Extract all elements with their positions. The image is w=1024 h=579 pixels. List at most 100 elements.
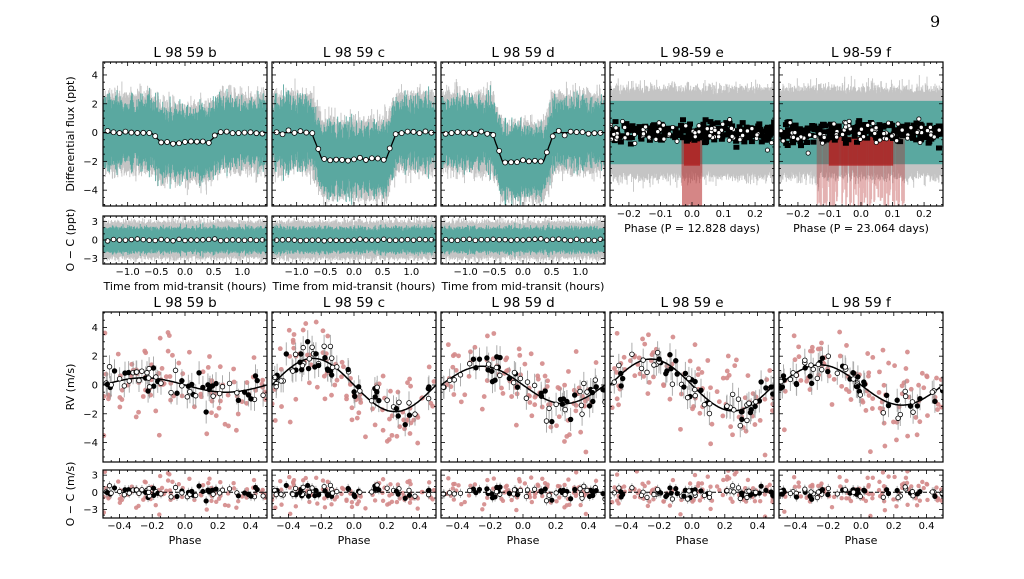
rv-point-red [329,392,334,398]
rv-point-red [839,383,845,389]
rv-point-red [762,396,768,402]
residual-point-binned [446,490,453,496]
residual-point-binned [568,496,574,502]
rv-point-red [291,332,297,337]
rv-point-red [291,345,297,351]
rv-point-binned [572,392,578,398]
rv-point-red [935,401,941,407]
binned-point [170,140,176,147]
binned-point [928,132,934,138]
rv-point-red [165,348,171,354]
rv-point-red [578,429,584,435]
rv-point-red [696,366,701,372]
x-tick-label: −1.0 [116,267,140,278]
residual-point-binned [511,487,518,493]
rv-point-binned [216,390,223,397]
residual-point-red [363,506,368,511]
rv-point-binned [523,395,530,401]
residual-point-red [924,481,929,487]
y-tick-label: 0 [92,380,98,391]
rv-point-binned [629,351,635,357]
binned-point [821,134,827,140]
residual-point-binned [758,483,764,489]
residual-point-binned [753,489,759,495]
rv-point-red [616,402,621,408]
rv-point-red [277,346,283,352]
residual-point-binned [290,491,296,497]
residual-point-binned [484,486,490,492]
x-axis-label: Time from mid-transit (hours) [441,280,605,293]
residual-point-binned [126,490,132,496]
rv-point-binned [357,388,363,394]
rv-point-red [136,409,141,415]
residual-point-binned [673,486,679,492]
rv-point-red [209,410,214,416]
rv-point-red [545,378,551,384]
residual-point-binned [644,494,650,501]
x-tick-label: −0.2 [786,209,810,220]
rv-point-red [829,402,835,407]
rv-point-red [290,340,296,345]
residual-point-binned [106,483,113,489]
binned-point [620,118,626,124]
y-tick-label: 4 [92,70,98,81]
x-tick-label: −0.4 [276,521,300,532]
binned-residual [247,237,254,243]
rv-point-binned [470,356,477,362]
rv-point-red [804,378,810,384]
panel-title: L 98 59 c [323,45,385,61]
panel-title: L 98 59 b [153,45,216,61]
rv-point-binned [578,402,585,409]
x-tick-label: 0.0 [346,521,362,532]
residual-point-binned [724,488,730,494]
binned-point [899,127,905,133]
residual-point-red [344,498,349,503]
residual-point-binned [139,487,145,493]
binned-point [404,128,411,135]
rv-point-binned [248,396,254,402]
rv-point-binned [939,385,943,391]
binned-residual [339,237,345,244]
residual-point-red [557,495,562,500]
residual-point-binned [179,490,185,496]
binned-residual [381,236,387,242]
binned-point [831,121,837,127]
binned-point [889,133,895,139]
rv-point-binned [739,416,745,423]
residual-point-red [207,476,212,481]
residual-point-binned [273,492,279,498]
rv-point-binned [260,392,266,398]
residual-point-red [732,472,737,477]
rv-point-red [792,357,798,363]
rv-point-binned [122,370,128,376]
rv-point-red [809,344,815,350]
binned-residual [466,236,473,242]
binned-residual [410,237,417,243]
rv-point-red [504,368,510,374]
rv-point-red [516,346,522,352]
rv-point-red [903,366,909,371]
rv-point-red [272,401,275,407]
residual-point-red [573,493,579,499]
rv-point-red [133,414,139,420]
residual-point-binned [681,493,687,499]
rv-point-red [614,370,620,375]
binned-residual [229,237,236,243]
residual-point-red [273,505,278,510]
rv-point-red [539,404,545,410]
residual-point-red [767,482,772,488]
binned-point [805,150,811,156]
binned-residual [116,237,123,243]
rv-point-binned [686,375,692,382]
residual-point-binned [763,487,769,493]
binned-point [223,128,230,135]
panel-title: L 98 59 e [660,295,723,311]
residual-point-red [798,494,804,499]
x-axis-label: Phase [507,534,540,547]
binned-point [526,158,532,165]
binned-residual [345,237,351,244]
rv-point-binned [793,381,800,388]
rv-point-binned [590,398,596,405]
rv-point-red [614,330,620,336]
rv-point-red [848,397,854,402]
